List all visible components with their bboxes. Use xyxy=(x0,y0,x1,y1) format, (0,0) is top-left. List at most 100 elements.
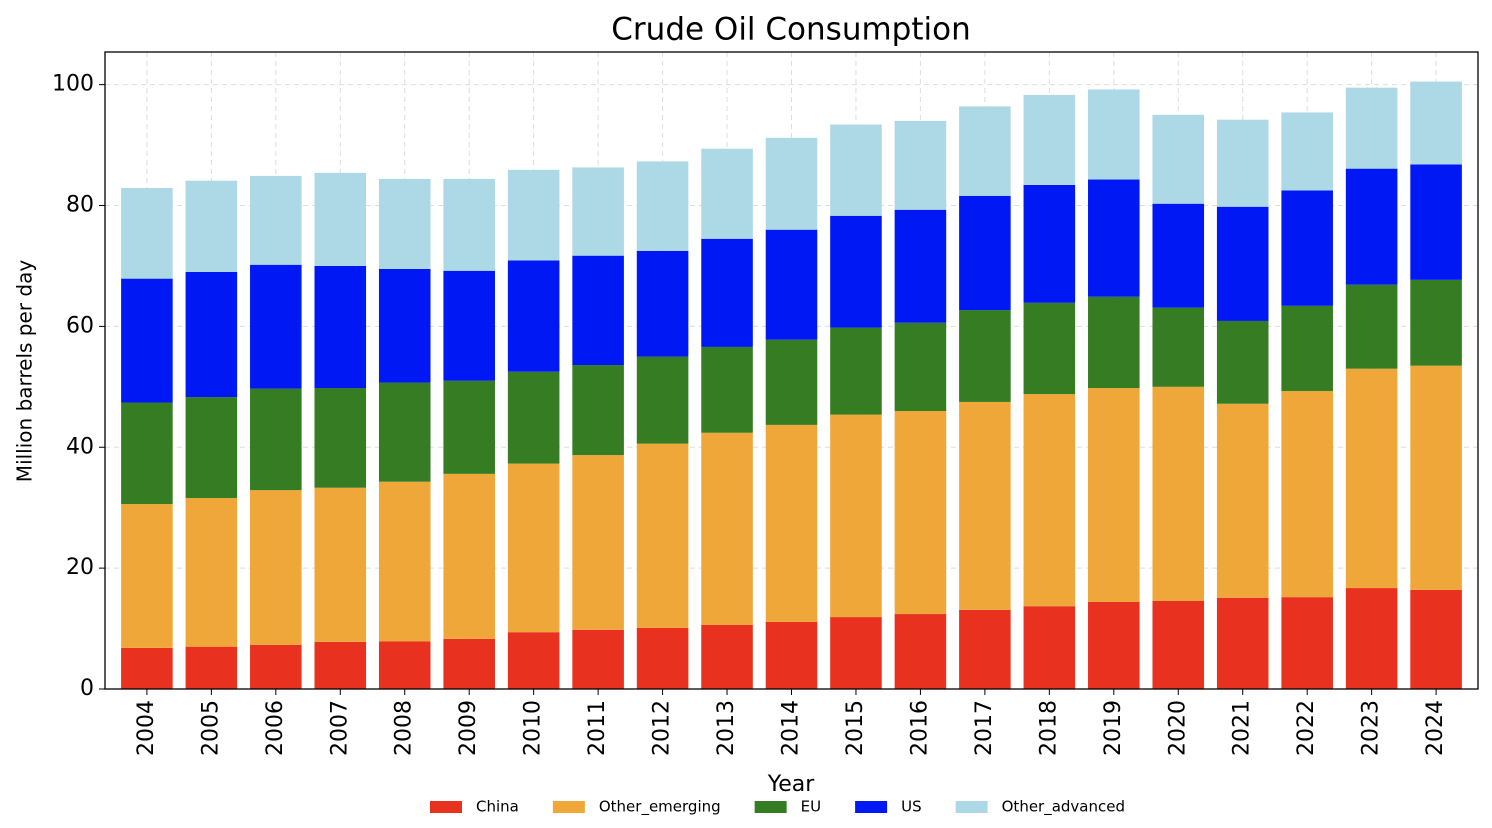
bar-segment xyxy=(830,215,882,328)
bar-segment xyxy=(443,380,495,474)
x-tick-label: 2010 xyxy=(521,700,546,756)
legend-swatch xyxy=(754,801,787,813)
bar-segment xyxy=(1216,597,1269,689)
bar-segment xyxy=(1216,403,1269,598)
bar-segment xyxy=(765,229,818,340)
bar-segment xyxy=(701,432,753,625)
bar-segment xyxy=(1345,87,1398,169)
x-tick-label: 2021 xyxy=(1230,700,1255,756)
bar-segment xyxy=(1088,296,1140,389)
y-tick-label: 0 xyxy=(80,676,94,701)
bar-segment xyxy=(378,481,431,642)
bar-segment xyxy=(1216,119,1269,207)
bar-segment xyxy=(1023,184,1076,303)
x-tick-label: 2014 xyxy=(779,700,804,756)
bar-segment xyxy=(1088,388,1140,602)
bar-segment xyxy=(378,641,431,689)
bar-segment xyxy=(185,180,238,272)
bar-segment xyxy=(1281,190,1333,306)
x-tick-label: 2018 xyxy=(1036,700,1061,756)
bar-segment xyxy=(185,397,238,499)
y-tick-label: 20 xyxy=(66,555,94,580)
legend-swatch xyxy=(855,801,888,813)
bar-segment xyxy=(701,148,753,239)
bar-segment xyxy=(572,255,624,366)
x-tick-label: 2024 xyxy=(1423,700,1448,756)
bar-segment xyxy=(1281,112,1333,191)
bar-segment xyxy=(314,172,367,266)
bar-segment xyxy=(572,629,624,689)
y-axis-label: Million barrels per day xyxy=(13,260,37,483)
bar-segment xyxy=(1281,391,1333,598)
x-tick-label: 2012 xyxy=(650,700,675,756)
bar-segment xyxy=(636,443,689,628)
bar-segment xyxy=(250,175,302,265)
bar-segment xyxy=(959,106,1011,196)
y-tick-label: 40 xyxy=(66,434,94,459)
x-tick-label: 2006 xyxy=(263,700,288,756)
bar-segment xyxy=(185,646,238,689)
bar-segment xyxy=(701,346,753,433)
bar-segment xyxy=(185,271,238,398)
bar-segment xyxy=(894,614,947,689)
bar-segment xyxy=(894,120,947,210)
bar-segment xyxy=(1152,307,1205,387)
bar-segment xyxy=(894,209,947,323)
bar-segment xyxy=(1023,606,1076,689)
legend-label: Other_emerging xyxy=(599,798,721,817)
bar-segment xyxy=(1152,386,1205,601)
x-tick-label: 2004 xyxy=(134,700,159,756)
bar-segment xyxy=(894,322,947,411)
x-tick-label: 2013 xyxy=(714,700,739,756)
bar-segment xyxy=(1023,94,1076,185)
bar-segment xyxy=(185,498,238,647)
bar-segment xyxy=(1152,600,1205,689)
legend-swatch xyxy=(552,801,585,813)
x-axis-label: Year xyxy=(767,772,816,797)
x-tick-label: 2017 xyxy=(972,700,997,756)
bar-segment xyxy=(1345,588,1398,689)
bar-segment xyxy=(1088,179,1140,297)
bar-segment xyxy=(507,371,560,464)
bar-segment xyxy=(1152,114,1205,204)
bar-segment xyxy=(701,624,753,689)
bar-segment xyxy=(959,310,1011,402)
bar-segment xyxy=(121,504,173,648)
bar-segment xyxy=(121,402,173,505)
bar-segment xyxy=(830,414,882,618)
bar-segment xyxy=(636,161,689,251)
bar-segment xyxy=(443,270,495,381)
y-tick-label: 60 xyxy=(66,313,94,338)
bar-segment xyxy=(314,487,367,642)
bar-segment xyxy=(250,490,302,645)
y-tick-label: 100 xyxy=(52,72,94,97)
bar-segment xyxy=(830,617,882,689)
x-tick-label: 2023 xyxy=(1359,700,1384,756)
bar-segment xyxy=(636,356,689,444)
bar-segment xyxy=(443,473,495,639)
x-tick-label: 2011 xyxy=(585,700,610,756)
x-tick-label: 2007 xyxy=(327,700,352,756)
bar-segment xyxy=(636,250,689,357)
bar-segment xyxy=(894,410,947,615)
bar-segment xyxy=(1345,368,1398,589)
bar-segment xyxy=(1410,365,1462,590)
bar-segment xyxy=(765,339,818,425)
legend-label: US xyxy=(901,798,922,816)
bar-segment xyxy=(121,647,173,689)
y-tick-label: 80 xyxy=(66,193,94,218)
bar-segment xyxy=(250,264,302,389)
bars xyxy=(121,81,1462,689)
bar-segment xyxy=(121,278,173,403)
bar-segment xyxy=(507,632,560,689)
bar-segment xyxy=(1088,601,1140,689)
x-tick-label: 2020 xyxy=(1165,700,1190,756)
bar-segment xyxy=(314,265,367,389)
bar-segment xyxy=(314,641,367,689)
bar-segment xyxy=(1152,203,1205,308)
bar-segment xyxy=(765,137,818,230)
legend-swatch xyxy=(430,801,462,813)
x-tick-label: 2009 xyxy=(456,700,481,756)
bar-segment xyxy=(1345,168,1398,285)
